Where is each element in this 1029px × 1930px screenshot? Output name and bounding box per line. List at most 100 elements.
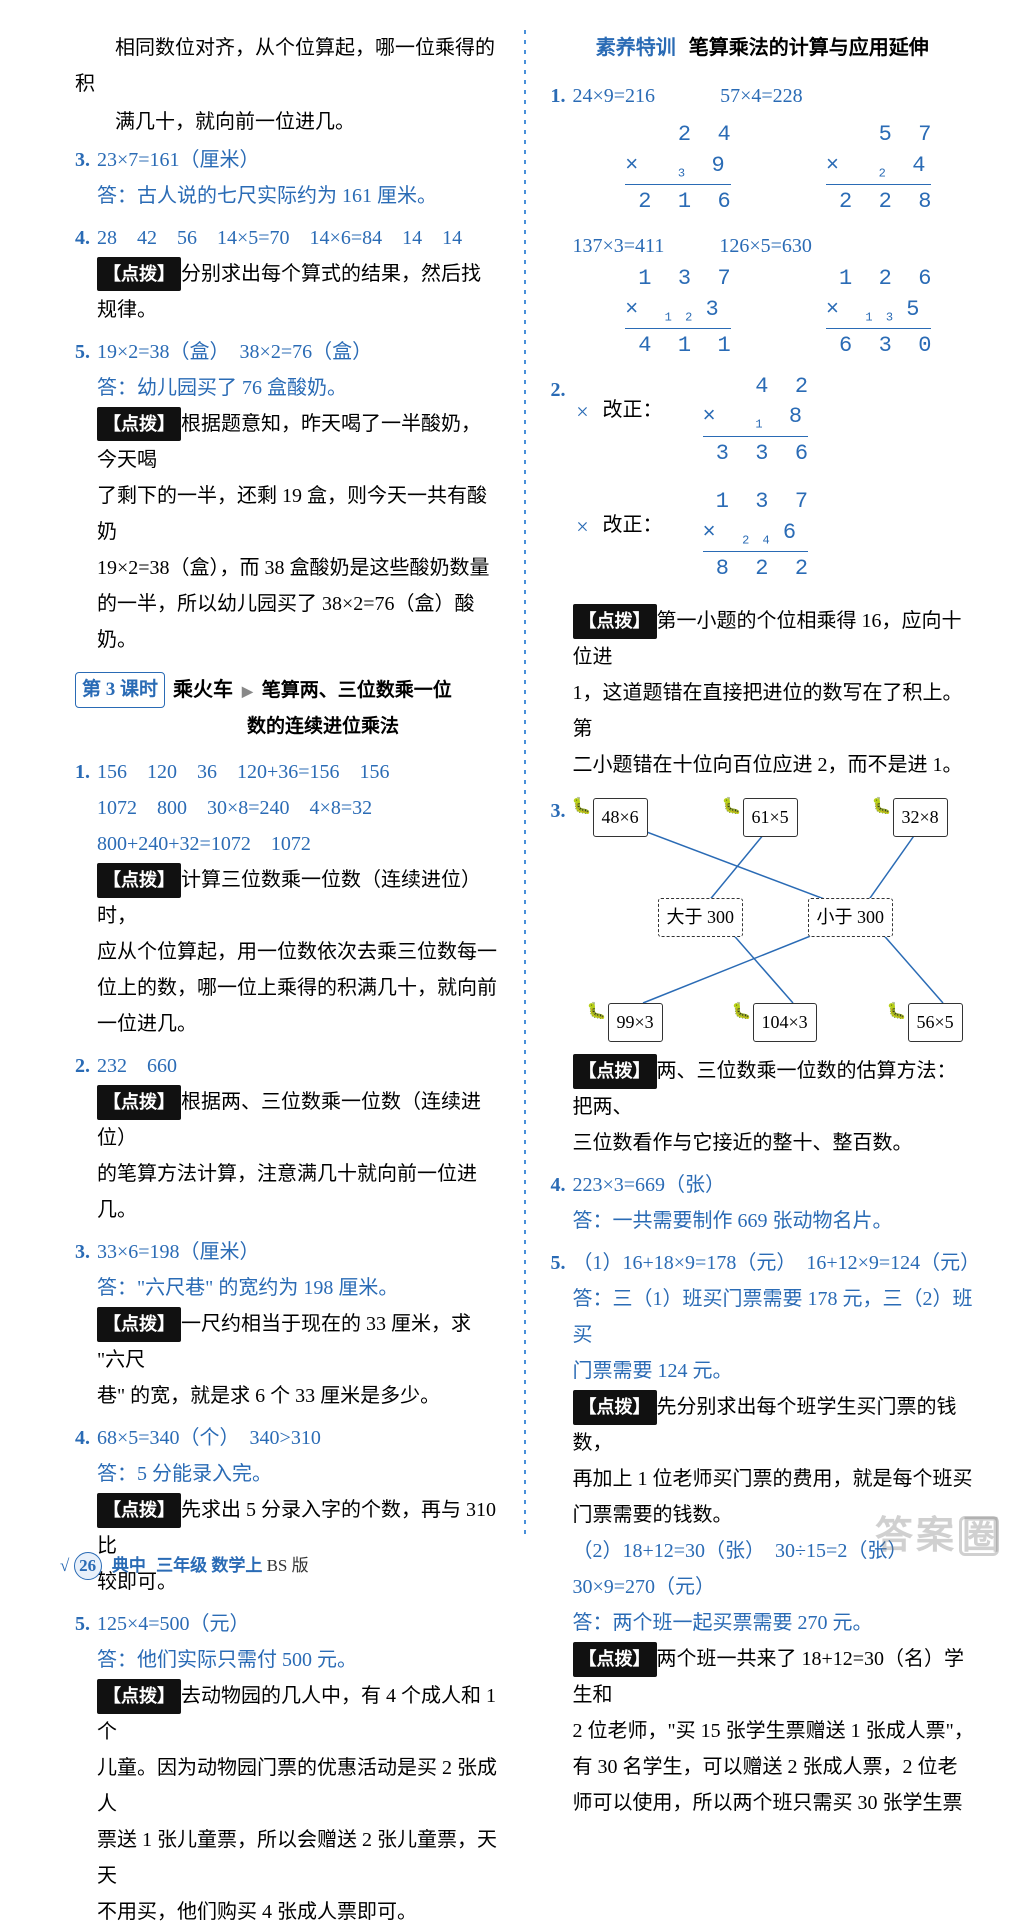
q3-answer: 答：古人说的七尺实际约为 161 厘米。 bbox=[97, 178, 499, 214]
s2: 232 660 bbox=[97, 1055, 177, 1077]
question-3: 3. 23×7=161（厘米） 答：古人说的七尺实际约为 161 厘米。 bbox=[75, 142, 499, 214]
q5-answer: 答：幼儿园买了 76 盒酸奶。 bbox=[97, 370, 499, 406]
intro-text-1: 相同数位对齐，从个位算起，哪一位乘得的积 bbox=[75, 30, 499, 102]
node-56x5: 🐛56×5 bbox=[908, 1003, 963, 1041]
q4-text: 28 42 56 14×5=70 14×6=84 14 14 bbox=[97, 227, 462, 249]
calc-row-1: 2 4 × 3 9 2 1 6 5 7 × 2 4 2 2 8 bbox=[573, 120, 975, 228]
lesson-badge: 第 3 课时 bbox=[75, 672, 165, 708]
watermark: 答案圈 bbox=[875, 1502, 999, 1570]
r4: 223×3=669（张） bbox=[573, 1174, 726, 1196]
s5-ans: 答：他们实际只需付 500 元。 bbox=[97, 1642, 499, 1678]
lesson-desc-1: 笔算两、三位数乘一位 bbox=[262, 680, 452, 701]
node-99x3: 🐛99×3 bbox=[608, 1003, 663, 1041]
q5-tip-2: 了剩下的一半，还剩 19 盒，则今天一共有酸奶 bbox=[97, 478, 499, 550]
s5-tip3: 票送 1 张儿童票，所以会赠送 2 张儿童票，天天 bbox=[97, 1822, 499, 1894]
lesson-header: 第 3 课时 乘火车 ▶ 笔算两、三位数乘一位 数的连续进位乘法 bbox=[75, 672, 499, 744]
tip3-2: 三位数看作与它接近的整十、整百数。 bbox=[573, 1125, 975, 1161]
s3-tip2: 巷" 的宽，就是求 6 个 33 厘米是多少。 bbox=[97, 1378, 499, 1414]
s1-l3: 800+240+32=1072 1072 bbox=[97, 826, 499, 862]
tip-label: 【点拨】 bbox=[573, 604, 657, 638]
vmult-57x4: 5 7 × 2 4 2 2 8 bbox=[826, 120, 932, 218]
node-lt-300: 小于 300 bbox=[808, 898, 894, 936]
book-name: 典中 bbox=[112, 1556, 146, 1575]
s1-tip4: 一位进几。 bbox=[97, 1006, 499, 1042]
section-label: 素养特训 bbox=[596, 37, 676, 59]
section-name: 笔算乘法的计算与应用延伸 bbox=[689, 37, 929, 59]
wrong-mark: × bbox=[573, 372, 593, 432]
intro-text-2: 满几十，就向前一位进几。 bbox=[75, 104, 499, 140]
s1-l1: 156 120 36 120+36=156 156 bbox=[97, 761, 390, 783]
s3: 33×6=198（厘米） bbox=[97, 1241, 260, 1263]
bug-icon: 🐛 bbox=[887, 998, 907, 1027]
version: BS 版 bbox=[267, 1556, 309, 1575]
vmult-126x5: 1 2 6 × 1 3 5 6 3 0 bbox=[826, 264, 932, 362]
r5-tip2-3: 有 30 名学生，可以赠送 2 张成人票，2 位老 bbox=[573, 1749, 975, 1785]
s1-l2: 1072 800 30×8=240 4×8=32 bbox=[97, 790, 499, 826]
wrong-mark: × bbox=[573, 487, 593, 547]
question-4: 4. 28 42 56 14×5=70 14×6=84 14 14 【点拨】分别… bbox=[75, 220, 499, 328]
q5-tip-4: 的一半，所以幼儿园买了 38×2=76（盒）酸奶。 bbox=[97, 586, 499, 658]
vmult-fix-1: 4 2 × 1 8 3 3 6 bbox=[703, 372, 809, 470]
calc-row-2: 1 3 7 × 1 2 3 4 1 1 1 2 6 × 1 3 5 6 3 0 bbox=[573, 264, 975, 372]
tip-label: 【点拨】 bbox=[97, 257, 181, 291]
check-icon: √ bbox=[60, 1556, 69, 1575]
r-question-2: 2. × 改正： 4 2 × 1 8 3 3 6 × 改正： 1 3 7 × 2… bbox=[551, 372, 975, 784]
tip-label: 【点拨】 bbox=[573, 1642, 657, 1676]
s2-tip2: 的笔算方法计算，注意满几十就向前一位进几。 bbox=[97, 1156, 499, 1228]
r5-tip2-2: 2 位老师，"买 15 张学生票赠送 1 张成人票"， bbox=[573, 1713, 975, 1749]
r1b: 57×4=228 bbox=[720, 85, 803, 107]
s-question-1: 1. 156 120 36 120+36=156 156 1072 800 30… bbox=[75, 754, 499, 1042]
tip-label: 【点拨】 bbox=[97, 1493, 181, 1527]
vmult-137x3: 1 3 7 × 1 2 3 4 1 1 bbox=[625, 264, 731, 362]
tip2-3: 二小题错在十位向百位应进 2，而不是进 1。 bbox=[573, 747, 975, 783]
bug-icon: 🐛 bbox=[872, 793, 892, 822]
r1c: 137×3=411 bbox=[573, 235, 665, 257]
node-48x6: 🐛48×6 bbox=[593, 798, 648, 836]
tip-label: 【点拨】 bbox=[573, 1390, 657, 1424]
s5: 125×4=500（元） bbox=[97, 1613, 250, 1635]
r5-ans1b: 门票需要 124 元。 bbox=[573, 1353, 975, 1389]
question-5: 5. 19×2=38（盒） 38×2=76（盒） 答：幼儿园买了 76 盒酸奶。… bbox=[75, 334, 499, 658]
q3-expr: 23×7=161（厘米） bbox=[97, 149, 260, 171]
r1a: 24×9=216 bbox=[573, 85, 656, 107]
s5-tip2: 儿童。因为动物园门票的优惠活动是买 2 张成人 bbox=[97, 1750, 499, 1822]
tip-label: 【点拨】 bbox=[97, 1307, 181, 1341]
r4-ans: 答：一共需要制作 669 张动物名片。 bbox=[573, 1203, 975, 1239]
node-32x8: 🐛32×8 bbox=[893, 798, 948, 836]
r5-ans1a: 答：三（1）班买门票需要 178 元，三（2）班买 bbox=[573, 1281, 975, 1353]
r5-1: （1）16+18×9=178（元） 16+12×9=124（元） bbox=[573, 1252, 981, 1274]
s-question-3: 3. 33×6=198（厘米） 答："六尺巷" 的宽约为 198 厘米。 【点拨… bbox=[75, 1234, 499, 1414]
tip-label: 【点拨】 bbox=[97, 1085, 181, 1119]
r5-ans2: 答：两个班一起买票需要 270 元。 bbox=[573, 1605, 975, 1641]
bug-icon: 🐛 bbox=[572, 793, 592, 822]
vmult-24x9: 2 4 × 3 9 2 1 6 bbox=[625, 120, 731, 218]
node-gt-300: 大于 300 bbox=[658, 898, 744, 936]
r5-tip2-4: 师可以使用，所以两个班只需买 30 张学生票 bbox=[573, 1785, 975, 1821]
bug-icon: 🐛 bbox=[732, 998, 752, 1027]
lesson-desc-2: 数的连续进位乘法 bbox=[173, 716, 399, 737]
s1-tip3: 位上的数，哪一位上乘得的积满几十，就向前 bbox=[97, 970, 499, 1006]
tip-label: 【点拨】 bbox=[97, 407, 181, 441]
s1-tip2: 应从个位算起，用一位数依次去乘三位数每一 bbox=[97, 934, 499, 970]
section-title: 素养特训 笔算乘法的计算与应用延伸 bbox=[551, 30, 975, 66]
r-question-4: 4. 223×3=669（张） 答：一共需要制作 669 张动物名片。 bbox=[551, 1167, 975, 1239]
r1d: 126×5=630 bbox=[719, 235, 812, 257]
vmult-fix-2: 1 3 7 × 2 4 6 8 2 2 bbox=[703, 487, 809, 585]
q5-tip-3: 19×2=38（盒），而 38 盒酸奶是这些酸奶数量 bbox=[97, 550, 499, 586]
r5-tip2: 再加上 1 位老师买门票的费用，就是每个班买 bbox=[573, 1461, 975, 1497]
column-divider bbox=[524, 30, 526, 1540]
matching-diagram: 🐛48×6 🐛61×5 🐛32×8 大于 300 小于 300 🐛99×3 🐛1… bbox=[573, 793, 975, 1043]
node-61x5: 🐛61×5 bbox=[743, 798, 798, 836]
page-number: 26 bbox=[74, 1552, 102, 1580]
bug-icon: 🐛 bbox=[587, 998, 607, 1027]
tip-label: 【点拨】 bbox=[97, 863, 181, 897]
s4-ans: 答：5 分能录入完。 bbox=[97, 1456, 499, 1492]
bug-icon: 🐛 bbox=[722, 793, 742, 822]
s-question-5: 5. 125×4=500（元） 答：他们实际只需付 500 元。 【点拨】去动物… bbox=[75, 1606, 499, 1930]
tip-label: 【点拨】 bbox=[97, 1679, 181, 1713]
r-question-3: 3. 🐛48×6 🐛61×5 🐛32×8 大于 300 小于 300 🐛99×3… bbox=[551, 793, 975, 1161]
s-question-2: 2. 232 660 【点拨】根据两、三位数乘一位数（连续进位） 的笔算方法计算… bbox=[75, 1048, 499, 1228]
grade: 三年级 数学上 bbox=[156, 1556, 262, 1575]
lesson-name: 乘火车 bbox=[173, 679, 233, 701]
page-footer: √ 26 典中 三年级 数学上 BS 版 bbox=[60, 1551, 309, 1582]
